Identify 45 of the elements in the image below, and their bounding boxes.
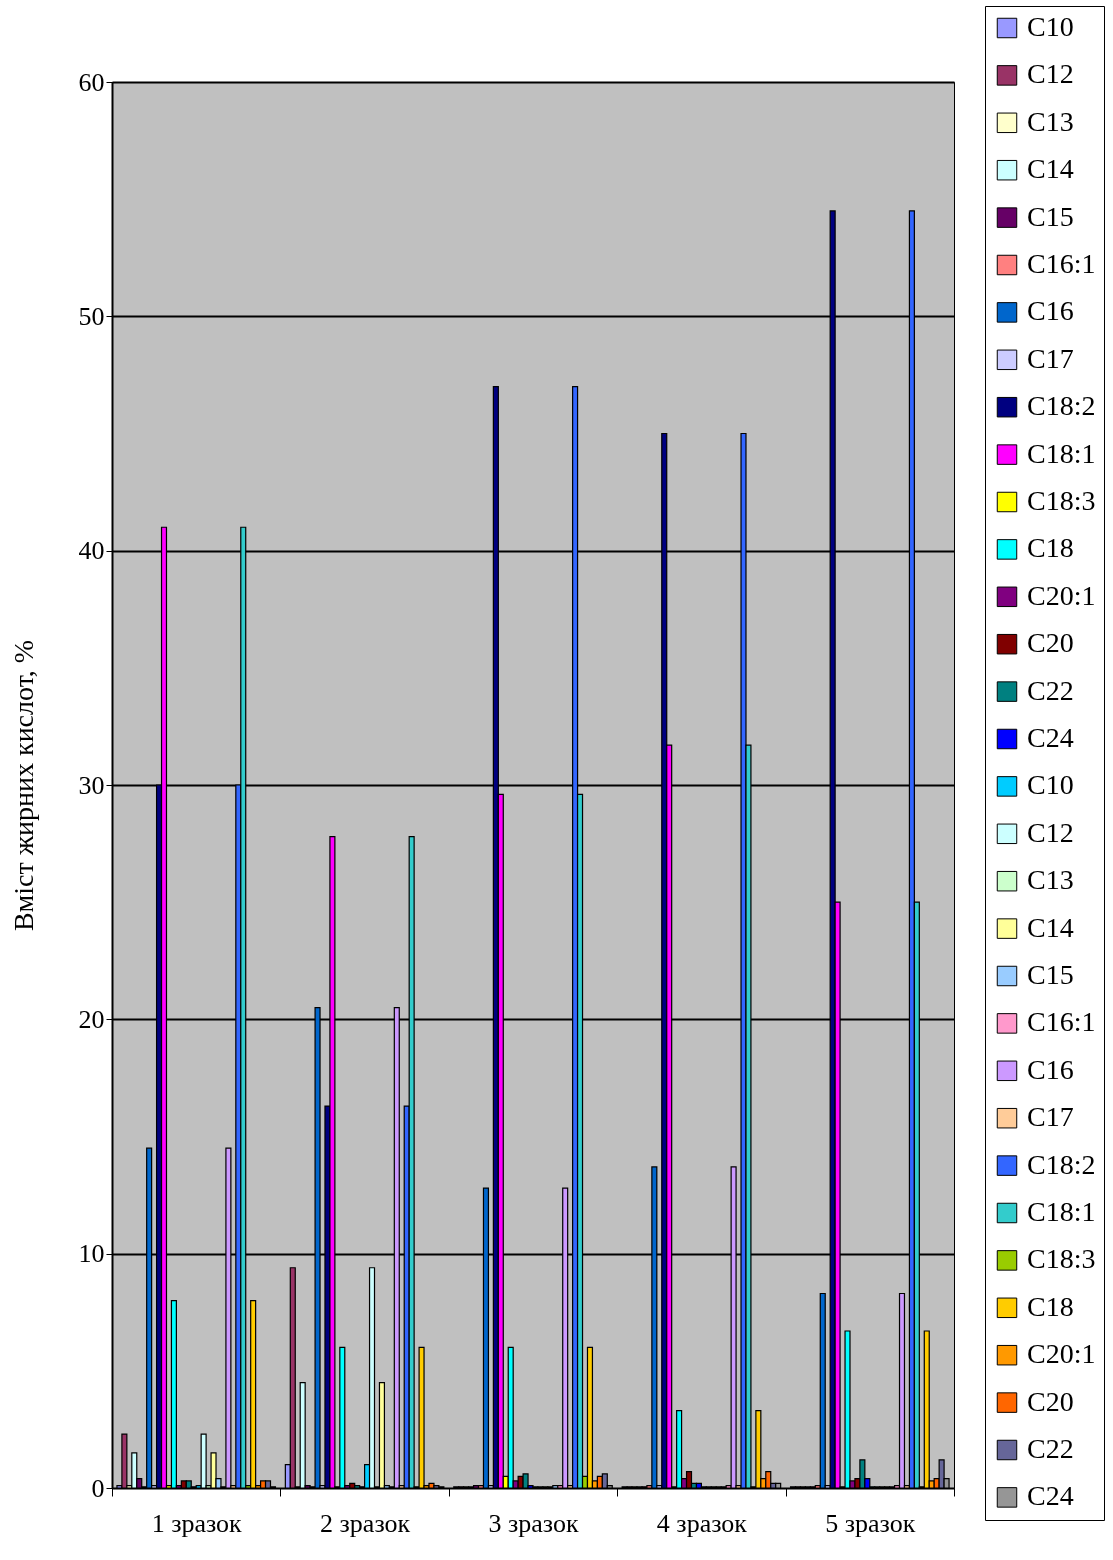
legend-label: C24 <box>1027 722 1074 753</box>
legend-label: C16:1 <box>1027 1006 1096 1038</box>
legend-label: C10 <box>1027 11 1074 42</box>
legend-label: C12 <box>1027 816 1074 848</box>
legend-label: C20 <box>1027 627 1074 659</box>
x-tick-label: 3 зразок <box>488 1508 579 1538</box>
legend-label: C14 <box>1027 911 1074 943</box>
legend-label: C16 <box>1027 1053 1074 1085</box>
x-tick-label: 5 зразок <box>825 1508 916 1538</box>
y-tick-label: 10 <box>78 1239 105 1269</box>
legend-label: C14 <box>1027 153 1074 185</box>
legend-label: C10 <box>1027 769 1074 801</box>
legend-label: C18 <box>1027 1290 1074 1322</box>
y-tick-label: 50 <box>78 301 105 331</box>
legend-label: C22 <box>1027 674 1074 706</box>
legend-label: C22 <box>1027 1433 1074 1464</box>
legend-label: C13 <box>1027 864 1074 896</box>
y-tick-label: 30 <box>78 770 105 800</box>
legend-label: C20:1 <box>1027 1338 1096 1370</box>
y-tick-label: 0 <box>91 1473 105 1503</box>
legend-label: C18:3 <box>1027 1243 1096 1275</box>
x-tick-label: 4 зразок <box>656 1508 748 1538</box>
legend-label: C24 <box>1027 1480 1074 1512</box>
legend-label: C18:1 <box>1027 1196 1096 1227</box>
legend-label: C20:1 <box>1027 579 1096 611</box>
legend-label: C16:1 <box>1027 248 1096 279</box>
legend-label: C18:1 <box>1027 437 1096 469</box>
y-tick-label: 40 <box>78 536 105 566</box>
y-axis-title: Вміст жирних кислот, % <box>7 639 39 932</box>
legend-label: C18:3 <box>1027 485 1096 516</box>
x-tick-label: 1 зразок <box>151 1508 243 1538</box>
legend-label: C17 <box>1027 1101 1074 1133</box>
legend-label: C16 <box>1027 295 1074 327</box>
legend-label: C18 <box>1027 532 1074 564</box>
legend-label: C18:2 <box>1027 1148 1096 1180</box>
legend-label: C12 <box>1027 58 1074 90</box>
legend-label: C15 <box>1027 959 1074 990</box>
y-tick-label: 20 <box>78 1004 105 1034</box>
legend-label: C13 <box>1027 105 1074 137</box>
legend-label: C18:2 <box>1027 390 1096 422</box>
y-tick-label: 60 <box>78 67 105 97</box>
x-tick-label: 2 зразок <box>320 1508 411 1538</box>
legend-label: C17 <box>1027 342 1074 374</box>
legend-label: C20 <box>1027 1385 1074 1417</box>
legend-label: C15 <box>1027 200 1074 232</box>
